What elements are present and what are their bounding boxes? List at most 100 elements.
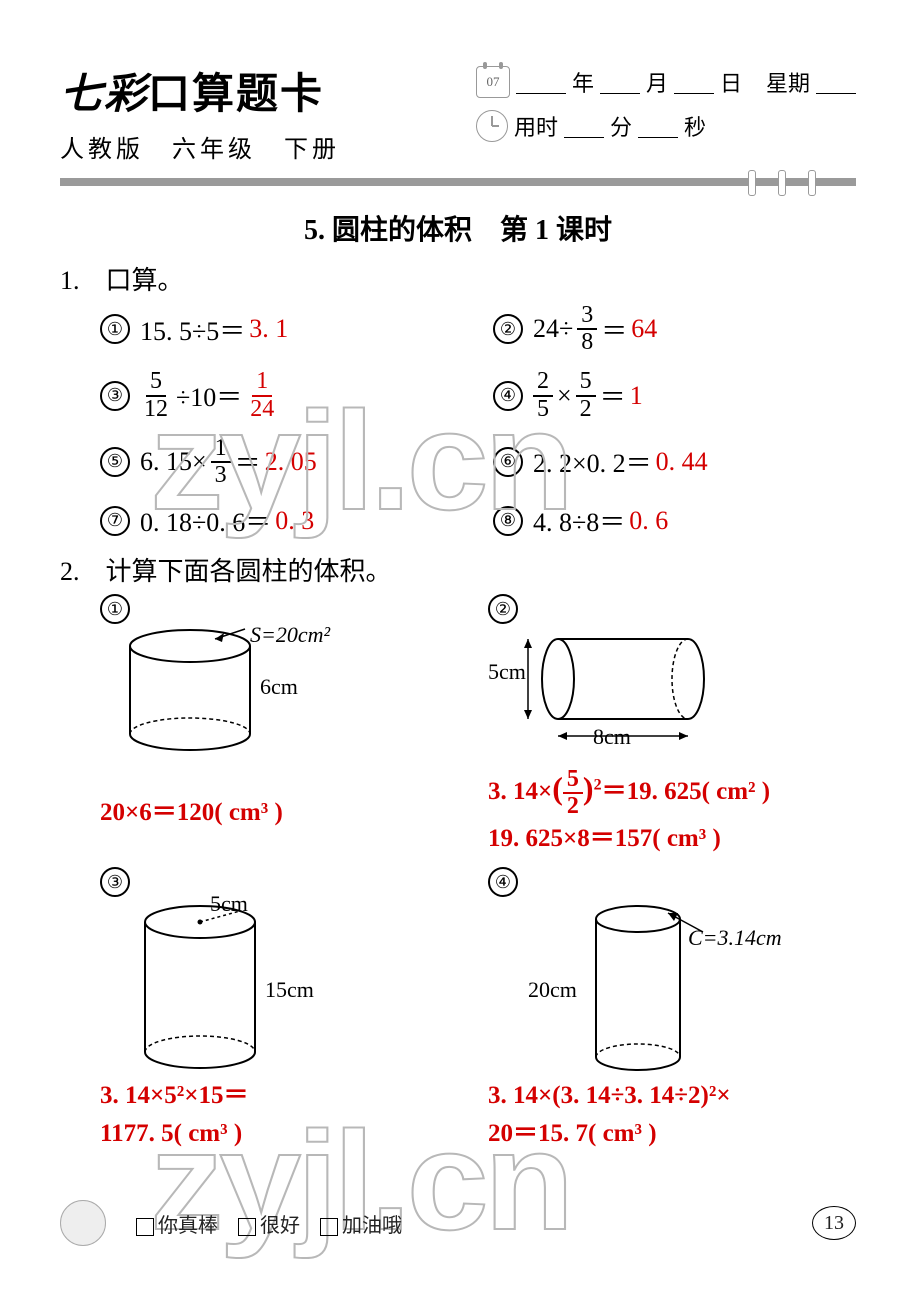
frac-n: 1: [211, 436, 231, 463]
logo-calli: 七彩: [60, 72, 148, 118]
logo-title: 七彩口算题卡: [60, 60, 340, 121]
date-line: 07 年 月 日 星期: [476, 66, 856, 98]
cylinder-1-fig: S=20cm² 6cm: [100, 624, 468, 764]
label-c: C=3.14cm: [688, 925, 782, 951]
q1-label: 1. 口算。: [60, 260, 856, 297]
worksheet-header: 七彩口算题卡 人教版 六年级 下册 07 年 月 日 星期 用时 分 秒: [60, 60, 856, 164]
section-title: 5. 圆柱的体积 第 1 课时: [60, 208, 856, 248]
frac-d: 12: [140, 397, 172, 422]
item-lhs: 24÷: [533, 314, 573, 344]
frac-n: 1: [252, 369, 272, 396]
cylinder-3-ans1: 3. 14×5²×15＝: [100, 1077, 468, 1115]
check-label: 你真棒: [158, 1215, 218, 1237]
item-1: ① 15. 5÷5＝ 3. 1: [100, 303, 463, 355]
item-eq: ＝: [601, 311, 627, 348]
item-lhs: 15. 5÷5＝: [140, 311, 245, 348]
frac-n: 5: [146, 369, 166, 396]
frac-d: 8: [577, 330, 597, 355]
cylinder-4-ans2: 20＝15. 7( cm³ ): [488, 1115, 856, 1153]
item-num: ⑦: [100, 506, 130, 536]
cylinder-grid: ① S=20cm² 6cm 20×6＝120( cm³ ) ②: [60, 594, 856, 1162]
label-h: 15cm: [265, 977, 314, 1003]
cylinder-2: ② 5cm 8cm 3. 14×: [488, 594, 856, 857]
item-eq: ＝: [235, 443, 261, 480]
item-num: ②: [493, 314, 523, 344]
minutes-blank[interactable]: [564, 115, 604, 138]
frac-d: 2: [576, 397, 596, 422]
day-blank[interactable]: [674, 71, 714, 94]
item-ans: 64: [631, 314, 657, 344]
clock-icon: [476, 110, 508, 142]
label-min: 分: [610, 110, 632, 142]
label-d: 5cm: [488, 659, 526, 685]
ans-pre: 3. 14×: [488, 778, 552, 805]
ans-post: ＝19. 625( cm² ): [602, 778, 771, 805]
label-month: 月: [646, 66, 668, 98]
item-ans: 3. 1: [249, 314, 288, 344]
item-4: ④ 25 × 52 ＝ 1: [493, 369, 856, 421]
fig-num: ①: [100, 594, 130, 624]
label-sec: 秒: [684, 110, 706, 142]
item-lhs: 6. 15×: [140, 447, 207, 477]
divider-rule: [60, 178, 856, 186]
q2-label: 2. 计算下面各圆柱的体积。: [60, 551, 856, 588]
month-blank[interactable]: [600, 71, 640, 94]
fig-num: ②: [488, 594, 518, 624]
item-ans: 0. 3: [275, 506, 314, 536]
cylinder-2-ans2: 19. 625×8＝157( cm³ ): [488, 820, 856, 858]
check-tryhard[interactable]: 加油哦: [320, 1209, 402, 1238]
check-label: 很好: [260, 1215, 300, 1237]
item-num: ⑤: [100, 447, 130, 477]
label-weekday: 星期: [766, 66, 810, 98]
label-time: 用时: [514, 110, 558, 142]
cylinder-1: ① S=20cm² 6cm 20×6＝120( cm³ ): [100, 594, 468, 857]
item-2: ② 24÷ 38 ＝ 64: [493, 303, 856, 355]
year-blank[interactable]: [516, 71, 566, 94]
item-mid: ×: [557, 381, 572, 411]
label-r: 5cm: [210, 891, 248, 917]
frac-n: 5: [576, 369, 596, 396]
mental-math-grid: ① 15. 5÷5＝ 3. 1 ② 24÷ 38 ＝ 64 ③ 512 ÷10＝…: [60, 303, 856, 539]
frac-d: 2: [563, 794, 583, 819]
item-num: ③: [100, 381, 130, 411]
calendar-icon: 07: [476, 66, 510, 98]
seconds-blank[interactable]: [638, 115, 678, 138]
item-num: ④: [493, 381, 523, 411]
cylinder-4-fig: C=3.14cm 20cm: [488, 897, 856, 1077]
item-7: ⑦ 0. 18÷0. 6＝ 0. 3: [100, 502, 463, 539]
frac-n: 5: [563, 767, 583, 794]
check-great[interactable]: 你真棒: [136, 1209, 218, 1238]
item-ans: 0. 6: [629, 506, 668, 536]
subtitle: 人教版 六年级 下册: [60, 129, 340, 164]
item-lhs: 2. 2×0. 2＝: [533, 443, 652, 480]
page-number: 13: [812, 1206, 856, 1240]
frac-n: 3: [577, 303, 597, 330]
item-num: ⑧: [493, 506, 523, 536]
time-line: 用时 分 秒: [476, 110, 856, 142]
frac-n: 2: [533, 369, 553, 396]
cylinder-2-fig: 5cm 8cm: [488, 624, 856, 764]
footer: 你真棒 很好 加油哦 13: [60, 1200, 856, 1246]
item-6: ⑥ 2. 2×0. 2＝ 0. 44: [493, 436, 856, 488]
cylinder-2-ans1: 3. 14×(52)2＝19. 625( cm² ): [488, 764, 856, 819]
fig-num: ③: [100, 867, 130, 897]
weekday-blank[interactable]: [816, 71, 856, 94]
item-lhs: 4. 8÷8＝: [533, 502, 625, 539]
check-good[interactable]: 很好: [238, 1209, 300, 1238]
item-mid: ÷10＝: [176, 377, 242, 414]
frac-d: 5: [533, 397, 553, 422]
item-3: ③ 512 ÷10＝ 124: [100, 369, 463, 421]
fig-num: ④: [488, 867, 518, 897]
cylinder-3: ③ 5cm 15cm 3. 14×5²×15＝ 1177. 5( cm³ ): [100, 867, 468, 1152]
frac-d: 3: [211, 463, 231, 488]
label-h: 6cm: [260, 674, 298, 700]
label-s: S=20cm²: [250, 622, 330, 648]
cylinder-4: ④ C=3.14cm 20cm 3. 14×(3. 14÷3. 14÷2)²× …: [488, 867, 856, 1152]
cylinder-1-ans: 20×6＝120( cm³ ): [100, 794, 468, 832]
label-l: 8cm: [593, 724, 631, 750]
frac-d: 24: [246, 397, 278, 422]
cylinder-3-ans2: 1177. 5( cm³ ): [100, 1115, 468, 1153]
item-eq: ＝: [600, 377, 626, 414]
item-8: ⑧ 4. 8÷8＝ 0. 6: [493, 502, 856, 539]
label-h: 20cm: [528, 977, 577, 1003]
